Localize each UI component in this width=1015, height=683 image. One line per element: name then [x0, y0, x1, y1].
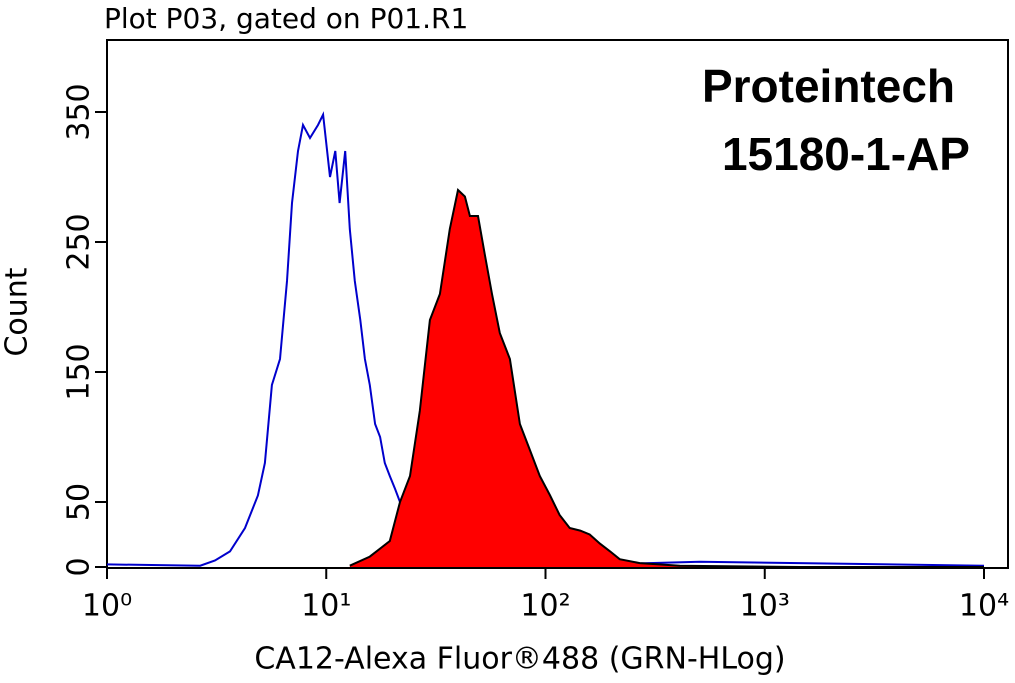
y-tick-label: 250 [62, 213, 97, 270]
x-tick-label: 10⁰ [82, 589, 132, 624]
annotation: 15180-1-AP [722, 128, 970, 180]
chart-title: Plot P03, gated on P01.R1 [104, 2, 468, 35]
x-axis-label: CA12-Alexa Fluor®488 (GRN-HLog) [254, 642, 785, 677]
y-axis-label: Count [0, 267, 35, 356]
area-outline [349, 188, 984, 568]
annotation: Proteintech [702, 60, 955, 112]
x-tick-label: 10³ [740, 589, 790, 624]
x-tick-label: 10¹ [301, 589, 351, 624]
y-tick-label: 350 [62, 83, 97, 140]
x-tick-label: 10² [520, 589, 570, 624]
plot-frame [106, 39, 1009, 569]
y-tick-label: 0 [62, 557, 97, 576]
y-tick-label: 50 [62, 483, 97, 521]
x-tick-label: 10⁴ [959, 589, 1009, 624]
area-fill [349, 190, 984, 567]
y-tick-label: 150 [62, 343, 97, 400]
